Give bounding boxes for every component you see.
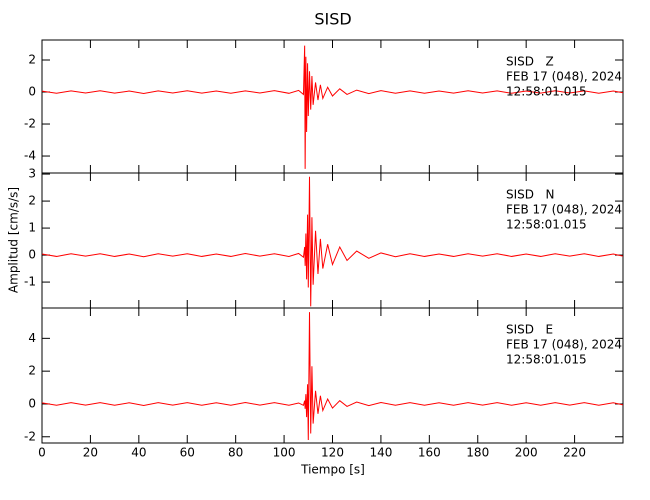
annotation: 12:58:01.015: [506, 85, 587, 99]
annotation: FEB 17 (048), 2024: [506, 203, 622, 217]
annotation: FEB 17 (048), 2024: [506, 70, 622, 84]
y-tick-label: -4: [24, 149, 36, 163]
y-tick-label: -1: [24, 275, 36, 289]
x-tick-label: 80: [228, 446, 243, 460]
x-tick-label: 180: [466, 446, 489, 460]
waveform: [42, 176, 623, 307]
x-tick-label: 200: [515, 446, 538, 460]
y-tick-label: 2: [28, 53, 36, 67]
y-tick-label: 1: [28, 221, 36, 235]
x-tick-label: 40: [131, 446, 146, 460]
x-tick-label: 120: [321, 446, 344, 460]
y-tick-label: 2: [28, 364, 36, 378]
y-axis-label: Amplitud [cm/s/s]: [7, 187, 21, 293]
y-tick-label: 4: [28, 331, 36, 345]
y-tick-label: 3: [28, 167, 36, 181]
annotation: 12:58:01.015: [506, 218, 587, 232]
annotation: SISD E: [506, 323, 553, 337]
y-tick-label: 0: [28, 248, 36, 262]
annotation: SISD Z: [506, 55, 554, 69]
annotation: SISD N: [506, 188, 554, 202]
annotation: FEB 17 (048), 2024: [506, 338, 622, 352]
y-tick-label: -2: [24, 429, 36, 443]
x-tick-label: 100: [273, 446, 296, 460]
y-tick-label: 2: [28, 194, 36, 208]
y-tick-label: 0: [28, 85, 36, 99]
annotation: 12:58:01.015: [506, 353, 587, 367]
x-tick-label: 220: [563, 446, 586, 460]
waveform: [42, 312, 623, 441]
x-tick-label: 160: [418, 446, 441, 460]
x-axis-label: Tiempo [s]: [300, 463, 365, 477]
x-tick-label: 0: [38, 446, 46, 460]
x-tick-label: 20: [83, 446, 98, 460]
y-tick-label: -2: [24, 117, 36, 131]
y-tick-label: 0: [28, 396, 36, 410]
x-tick-label: 60: [180, 446, 195, 460]
waveform: [42, 45, 623, 169]
chart-title: SISD: [314, 10, 351, 29]
x-tick-label: 140: [369, 446, 392, 460]
